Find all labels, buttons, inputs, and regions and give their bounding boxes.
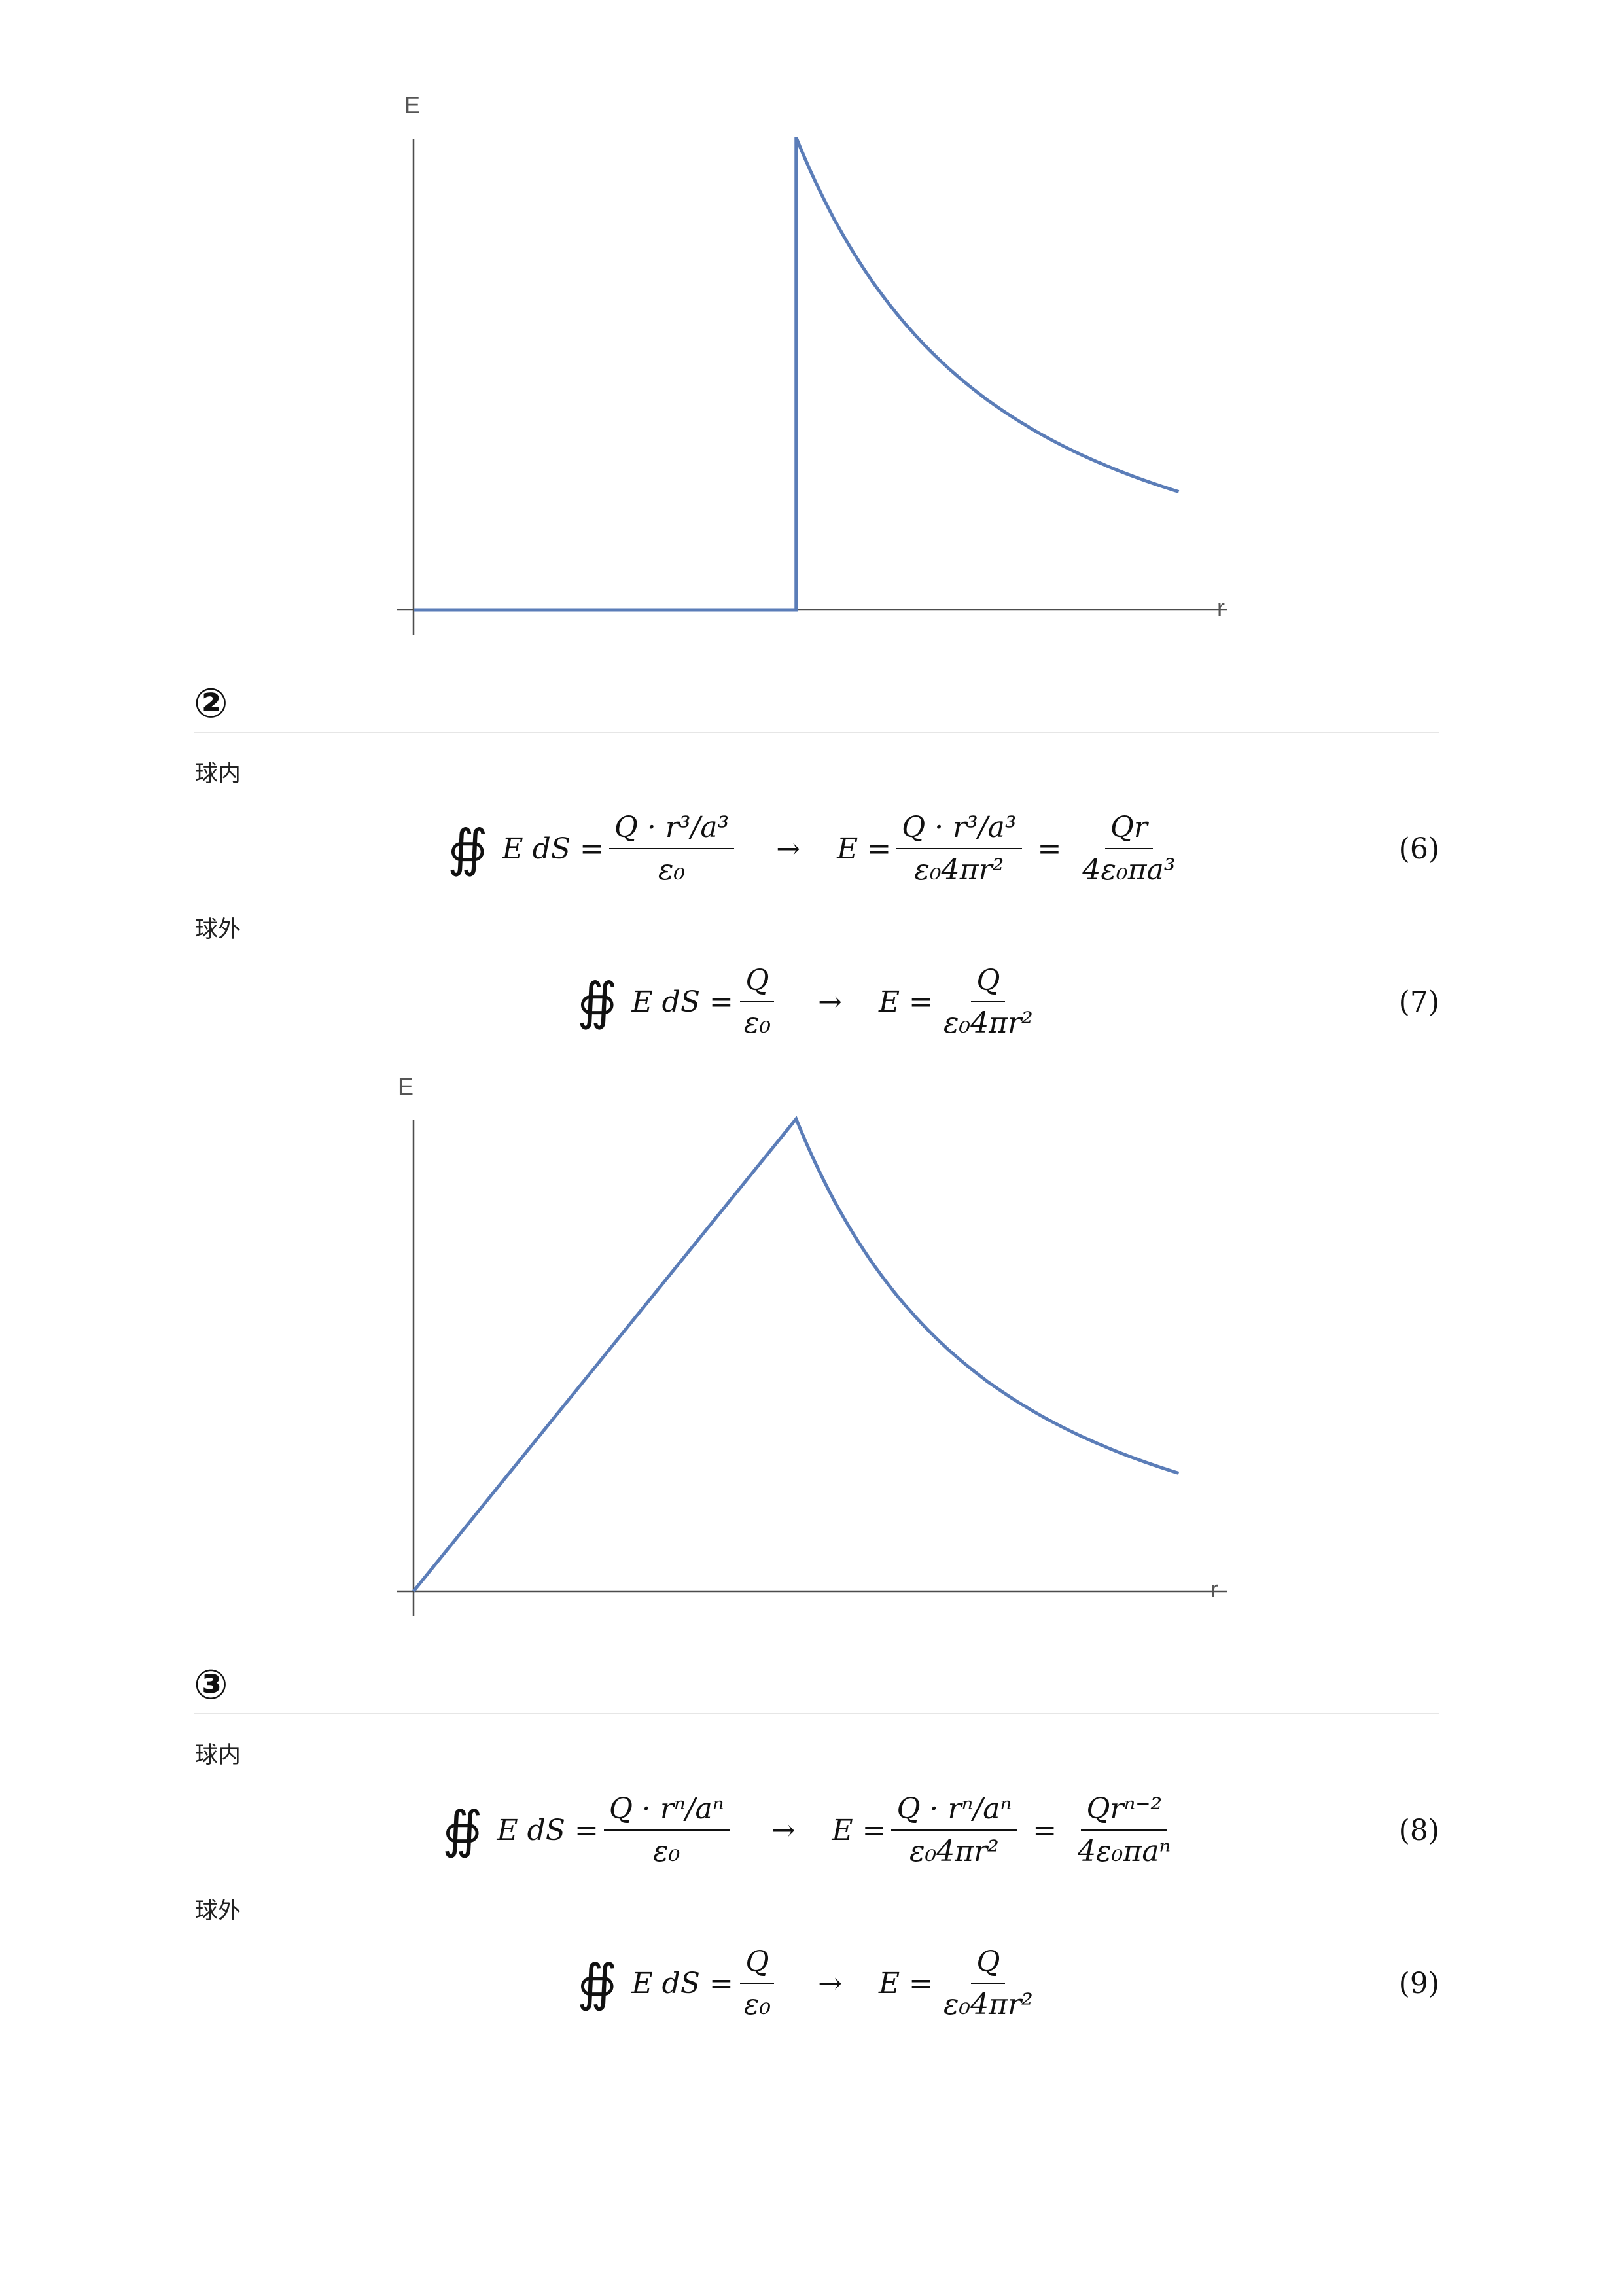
chart-1-xlabel: r — [1217, 594, 1225, 621]
eq8-frac1-num: Q · rⁿ/aⁿ — [603, 1792, 730, 1831]
section-3-marker: ③ — [194, 1661, 228, 1708]
eq6-frac3-den: 4ε₀πa³ — [1082, 853, 1176, 887]
eq8-frac2-den: ε₀4πr² — [909, 1835, 999, 1868]
chart-2-plot — [397, 1116, 1227, 1616]
chart-2-ylabel: E — [398, 1073, 414, 1100]
chart-1-ylabel: E — [404, 92, 421, 118]
chart-2-series-line — [412, 1116, 1180, 1593]
equation-8-body: ∯ E dS = Q · rⁿ/aⁿ ε₀ → E = Q · rⁿ/aⁿ ε₀… — [442, 1775, 1181, 1886]
equation-9-body: ∯ E dS = Q ε₀ → E = Q ε₀4πr² — [577, 1928, 1044, 2039]
eq9-lhs: E dS = — [631, 1966, 733, 2000]
eq6-lhs: E dS = — [502, 832, 604, 866]
eq8-frac3: Qrⁿ⁻² 4ε₀πaⁿ — [1072, 1792, 1176, 1868]
eq8-frac1: Q · rⁿ/aⁿ ε₀ — [603, 1792, 730, 1868]
equation-9-number: (9) — [1398, 1966, 1439, 2000]
equation-6-body: ∯ E dS = Q · r³/a³ ε₀ → E = Q · r³/a³ ε₀… — [448, 793, 1186, 904]
section-3-inside-label: 球内 — [195, 1742, 241, 1769]
eq6-frac2-num: Q · r³/a³ — [896, 811, 1022, 849]
eq8-arrow: → — [771, 1813, 796, 1847]
chart-2: E r — [366, 1067, 1269, 1629]
section-2-outside-label: 球外 — [195, 917, 241, 943]
eq8-frac3-den: 4ε₀πaⁿ — [1078, 1835, 1171, 1868]
equation-8: ∯ E dS = Q · rⁿ/aⁿ ε₀ → E = Q · rⁿ/aⁿ ε₀… — [194, 1775, 1439, 1886]
eq6-frac2: Q · r³/a³ ε₀4πr² — [896, 811, 1022, 887]
eq9-frac2-den: ε₀4πr² — [943, 1988, 1033, 2021]
eq7-frac1: Q ε₀ — [739, 964, 776, 1040]
eq7-frac2-num: Q — [971, 964, 1006, 1002]
section-2-inside-label: 球内 — [195, 761, 241, 787]
surface-integral-symbol: ∯ — [577, 972, 618, 1031]
eq9-mid: E = — [878, 1966, 933, 2000]
eq9-arrow: → — [818, 1966, 842, 2000]
eq8-frac1-den: ε₀ — [653, 1835, 680, 1868]
eq7-frac2: Q ε₀4πr² — [938, 964, 1038, 1040]
surface-integral-symbol: ∯ — [577, 1954, 618, 2013]
eq9-frac1: Q ε₀ — [739, 1945, 776, 2021]
eq8-frac2: Q · rⁿ/aⁿ ε₀4πr² — [891, 1792, 1017, 1868]
chart-1-series-line — [414, 137, 1180, 612]
eq9-frac2: Q ε₀4πr² — [938, 1945, 1038, 2021]
eq7-frac1-num: Q — [740, 964, 775, 1002]
equation-6: ∯ E dS = Q · r³/a³ ε₀ → E = Q · r³/a³ ε₀… — [194, 793, 1439, 904]
eq6-equals: = — [1037, 832, 1062, 866]
section-2-header: ② — [194, 660, 1439, 733]
eq9-frac1-num: Q — [740, 1945, 775, 1984]
equation-7-body: ∯ E dS = Q ε₀ → E = Q ε₀4πr² — [577, 946, 1044, 1057]
eq9-frac1-den: ε₀ — [743, 1988, 771, 2021]
eq8-lhs: E dS = — [497, 1813, 599, 1847]
equation-8-number: (8) — [1398, 1813, 1439, 1847]
eq8-frac2-num: Q · rⁿ/aⁿ — [891, 1792, 1017, 1831]
eq8-equals: = — [1032, 1813, 1057, 1847]
eq7-arrow: → — [818, 985, 842, 1019]
eq6-frac1-num: Q · r³/a³ — [608, 811, 735, 849]
surface-integral-symbol: ∯ — [442, 1801, 483, 1860]
chart-1-plot — [397, 137, 1227, 635]
eq7-frac1-den: ε₀ — [743, 1006, 771, 1040]
equation-7: ∯ E dS = Q ε₀ → E = Q ε₀4πr² (7) — [194, 946, 1439, 1057]
eq7-frac2-den: ε₀4πr² — [943, 1006, 1033, 1040]
eq8-mid: E = — [832, 1813, 887, 1847]
eq7-mid: E = — [878, 985, 933, 1019]
surface-integral-symbol: ∯ — [448, 819, 488, 878]
eq7-lhs: E dS = — [631, 985, 733, 1019]
eq9-frac2-num: Q — [971, 1945, 1006, 1984]
eq6-arrow: → — [776, 832, 801, 866]
eq6-frac1-den: ε₀ — [658, 853, 686, 887]
section-2-marker: ② — [194, 679, 228, 727]
equation-6-number: (6) — [1398, 832, 1439, 866]
eq6-frac1: Q · r³/a³ ε₀ — [608, 811, 735, 887]
eq6-mid: E = — [837, 832, 892, 866]
section-3-outside-label: 球外 — [195, 1898, 241, 1924]
chart-1: E r — [366, 85, 1269, 648]
eq6-frac3: Qr 4ε₀πa³ — [1077, 811, 1180, 887]
eq6-frac2-den: ε₀4πr² — [914, 853, 1004, 887]
eq6-frac3-num: Qr — [1104, 811, 1153, 849]
section-3-header: ③ — [194, 1641, 1439, 1714]
chart-2-xlabel: r — [1210, 1576, 1218, 1602]
equation-7-number: (7) — [1398, 985, 1439, 1019]
equation-9: ∯ E dS = Q ε₀ → E = Q ε₀4πr² (9) — [194, 1928, 1439, 2039]
eq8-frac3-num: Qrⁿ⁻² — [1081, 1792, 1168, 1831]
